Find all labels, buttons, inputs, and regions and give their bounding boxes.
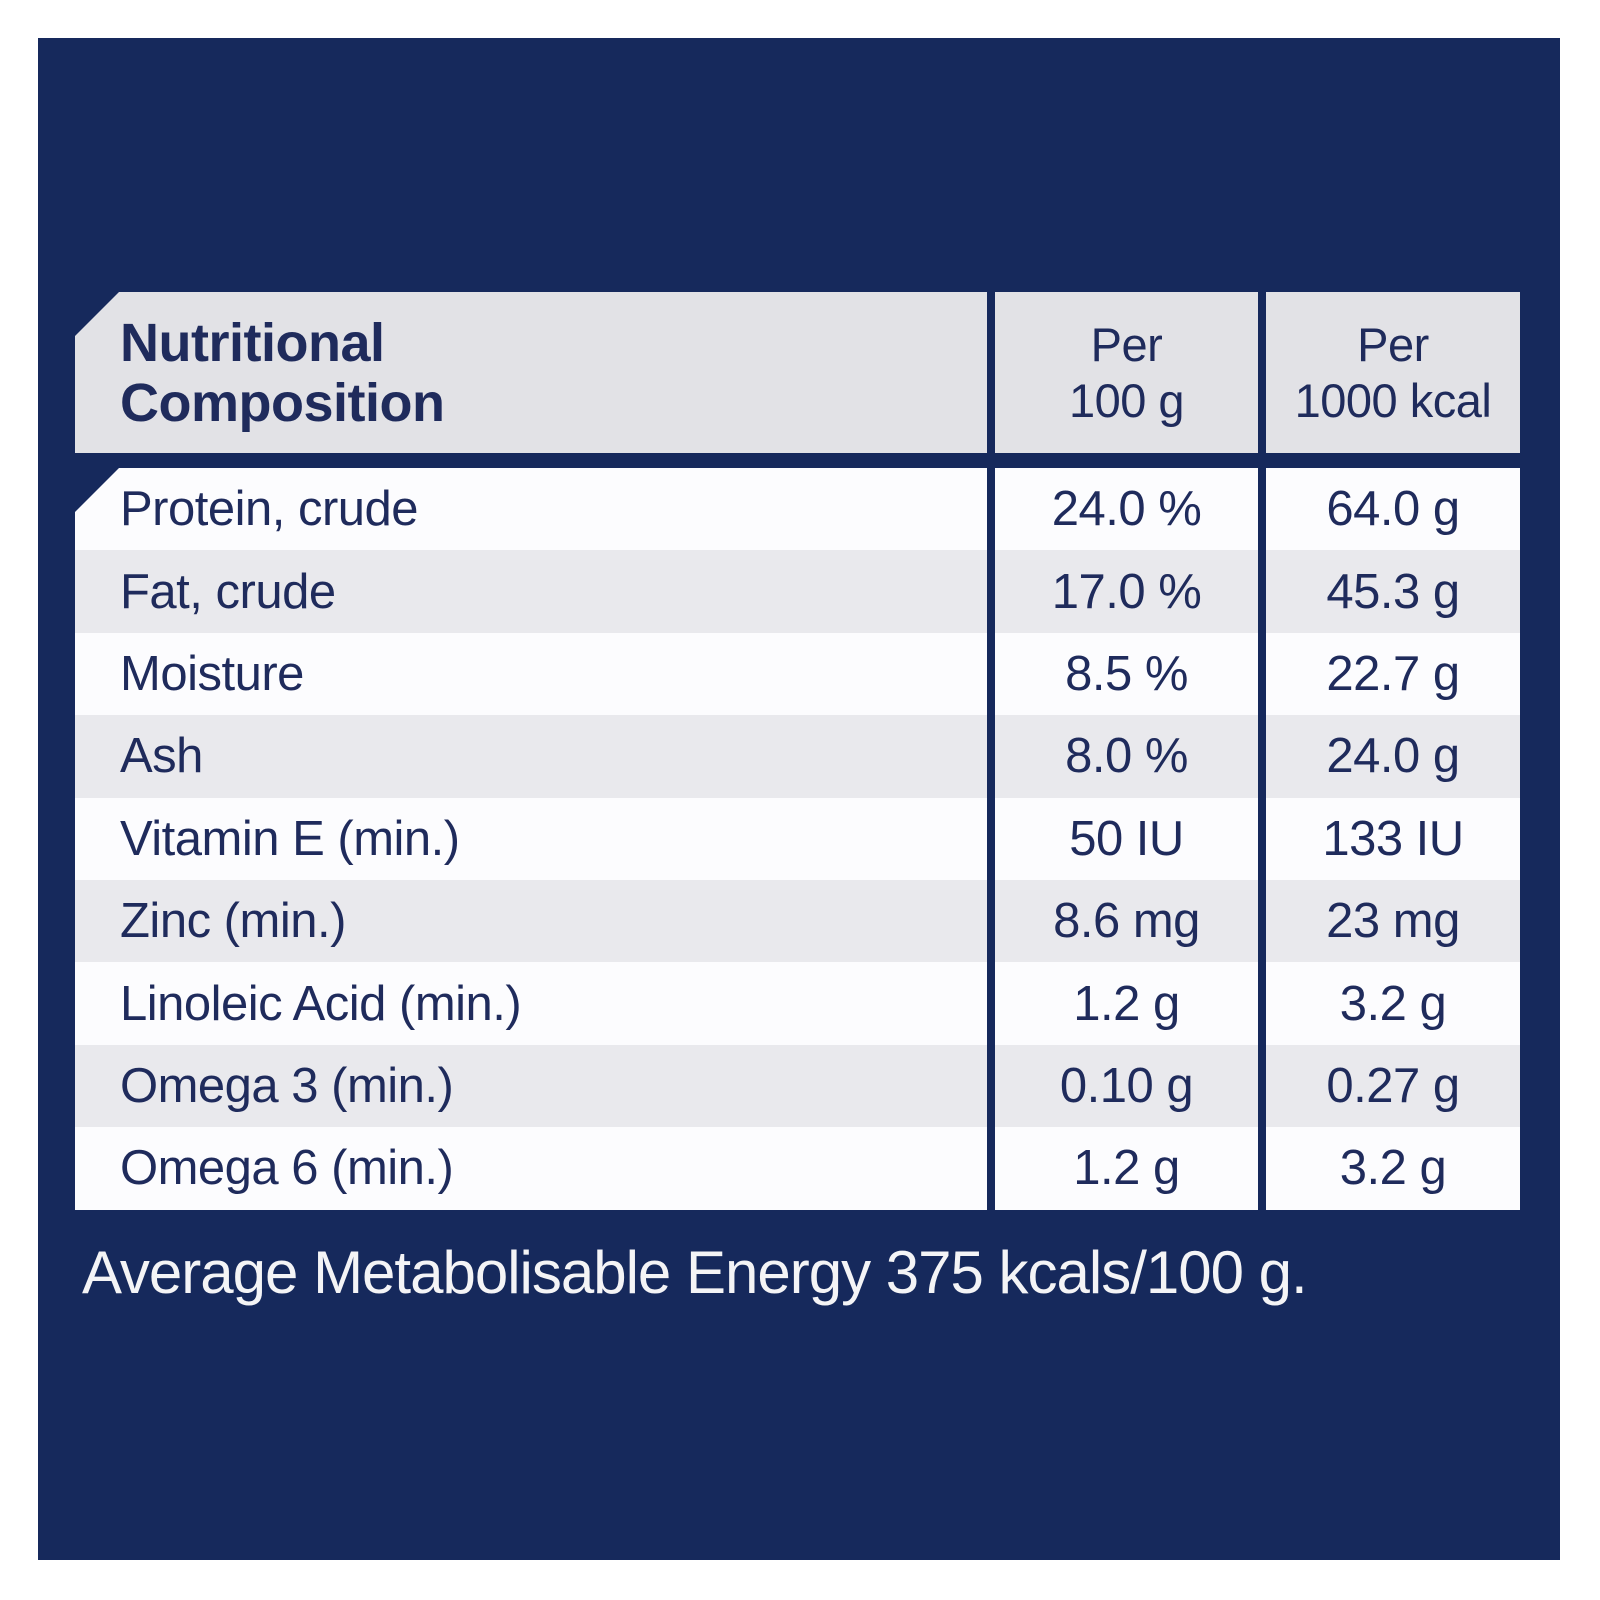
column-separator bbox=[987, 468, 995, 551]
per-1000kcal-line2: 1000 kcal bbox=[1294, 373, 1492, 427]
column-separator bbox=[987, 632, 995, 716]
column-separator bbox=[987, 550, 995, 633]
table-row: Protein, crude 24.0 % 64.0 g bbox=[75, 468, 1520, 551]
table-title-line1: Nutritional bbox=[120, 312, 385, 373]
value-per-1000kcal: 3.2 g bbox=[1266, 1127, 1520, 1210]
value-per-100g: 24.0 % bbox=[995, 468, 1258, 551]
table-row: Vitamin E (min.) 50 IU 133 IU bbox=[75, 797, 1520, 880]
column-separator bbox=[987, 879, 995, 963]
row-label: Moisture bbox=[75, 632, 987, 716]
column-separator bbox=[1258, 632, 1266, 716]
table-body: Protein, crude 24.0 % 64.0 g Fat, crude … bbox=[75, 468, 1520, 1210]
column-separator bbox=[987, 1044, 995, 1128]
nutrition-table: Nutritional Composition Per 100 g Per 10… bbox=[75, 292, 1520, 1210]
column-separator bbox=[1258, 1127, 1266, 1210]
per-100g-line1: Per bbox=[1090, 317, 1163, 371]
value-per-100g: 0.10 g bbox=[995, 1044, 1258, 1128]
table-row: Linoleic Acid (min.) 1.2 g 3.2 g bbox=[75, 962, 1520, 1045]
table-title: Nutritional Composition bbox=[75, 292, 987, 453]
value-per-100g: 8.0 % bbox=[995, 715, 1258, 798]
table-row: Omega 6 (min.) 1.2 g 3.2 g bbox=[75, 1127, 1520, 1210]
value-per-1000kcal: 24.0 g bbox=[1266, 715, 1520, 798]
value-per-100g: 8.6 mg bbox=[995, 879, 1258, 963]
value-per-1000kcal: 0.27 g bbox=[1266, 1044, 1520, 1128]
value-per-1000kcal: 64.0 g bbox=[1266, 468, 1520, 551]
value-per-1000kcal: 133 IU bbox=[1266, 797, 1520, 880]
value-per-1000kcal: 45.3 g bbox=[1266, 550, 1520, 633]
column-separator bbox=[987, 797, 995, 880]
row-label: Protein, crude bbox=[75, 468, 987, 551]
row-label: Omega 6 (min.) bbox=[75, 1127, 987, 1210]
per-100g-line2: 100 g bbox=[1068, 373, 1185, 427]
value-per-1000kcal: 23 mg bbox=[1266, 879, 1520, 963]
row-label: Zinc (min.) bbox=[75, 879, 987, 963]
column-separator bbox=[1258, 797, 1266, 880]
table-title-line2: Composition bbox=[120, 372, 445, 433]
table-header: Nutritional Composition Per 100 g Per 10… bbox=[75, 292, 1520, 453]
row-label: Ash bbox=[75, 715, 987, 798]
row-label: Fat, crude bbox=[75, 550, 987, 633]
value-per-1000kcal: 22.7 g bbox=[1266, 632, 1520, 716]
table-row: Zinc (min.) 8.6 mg 23 mg bbox=[75, 879, 1520, 963]
column-separator bbox=[1258, 292, 1266, 453]
column-separator bbox=[1258, 550, 1266, 633]
table-row: Ash 8.0 % 24.0 g bbox=[75, 715, 1520, 798]
per-1000kcal-line1: Per bbox=[1357, 317, 1429, 371]
column-separator bbox=[987, 1127, 995, 1210]
column-header-per-1000kcal: Per 1000 kcal bbox=[1266, 292, 1520, 453]
value-per-100g: 17.0 % bbox=[995, 550, 1258, 633]
column-header-per-100g: Per 100 g bbox=[995, 292, 1258, 453]
column-separator bbox=[1258, 468, 1266, 551]
column-separator bbox=[1258, 715, 1266, 798]
value-per-100g: 50 IU bbox=[995, 797, 1258, 880]
row-label: Omega 3 (min.) bbox=[75, 1044, 987, 1128]
table-row: Fat, crude 17.0 % 45.3 g bbox=[75, 550, 1520, 633]
row-label: Linoleic Acid (min.) bbox=[75, 962, 987, 1045]
column-separator bbox=[987, 962, 995, 1045]
table-row: Moisture 8.5 % 22.7 g bbox=[75, 632, 1520, 716]
column-separator bbox=[987, 292, 995, 453]
value-per-1000kcal: 3.2 g bbox=[1266, 962, 1520, 1045]
column-separator bbox=[987, 715, 995, 798]
energy-note: Average Metabolisable Energy 375 kcals/1… bbox=[82, 1239, 1308, 1306]
value-per-100g: 1.2 g bbox=[995, 1127, 1258, 1210]
column-separator bbox=[1258, 1044, 1266, 1128]
value-per-100g: 8.5 % bbox=[995, 632, 1258, 716]
row-label: Vitamin E (min.) bbox=[75, 797, 987, 880]
nutrition-panel: Nutritional Composition Per 100 g Per 10… bbox=[38, 38, 1560, 1560]
column-separator bbox=[1258, 962, 1266, 1045]
column-separator bbox=[1258, 879, 1266, 963]
value-per-100g: 1.2 g bbox=[995, 962, 1258, 1045]
table-row: Omega 3 (min.) 0.10 g 0.27 g bbox=[75, 1044, 1520, 1128]
